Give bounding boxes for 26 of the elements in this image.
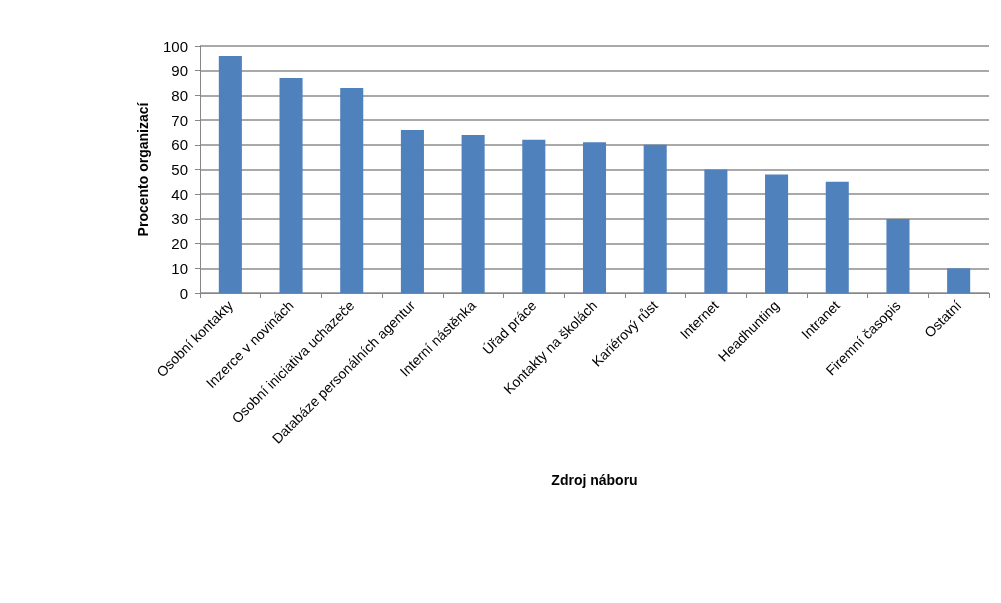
bar	[886, 218, 910, 293]
bar	[582, 142, 607, 293]
y-axis-title: Procento organizací	[135, 101, 151, 237]
y-tick-label: 80	[171, 86, 188, 104]
y-tick-label: 40	[171, 185, 188, 203]
bar	[643, 144, 667, 293]
x-axis-title: Zdroj náboru	[551, 472, 638, 488]
y-tick-label: 50	[171, 161, 188, 178]
y-tick-label: 0	[179, 284, 188, 302]
bar	[947, 268, 971, 293]
y-tick-label: 100	[162, 37, 188, 55]
y-tick-label: 20	[171, 235, 188, 253]
y-tick-label: 30	[171, 210, 188, 228]
bar	[825, 181, 849, 293]
y-tick-label: 60	[171, 136, 188, 154]
bar	[522, 139, 546, 293]
bar	[218, 55, 242, 293]
bar	[279, 78, 303, 293]
bar	[400, 129, 424, 293]
y-tick-label: 10	[171, 259, 188, 277]
bar	[340, 87, 364, 293]
y-tick-label: 70	[171, 111, 188, 129]
bar	[765, 174, 789, 293]
bar	[461, 134, 485, 293]
bar	[704, 169, 728, 293]
y-tick-label: 90	[171, 62, 188, 80]
